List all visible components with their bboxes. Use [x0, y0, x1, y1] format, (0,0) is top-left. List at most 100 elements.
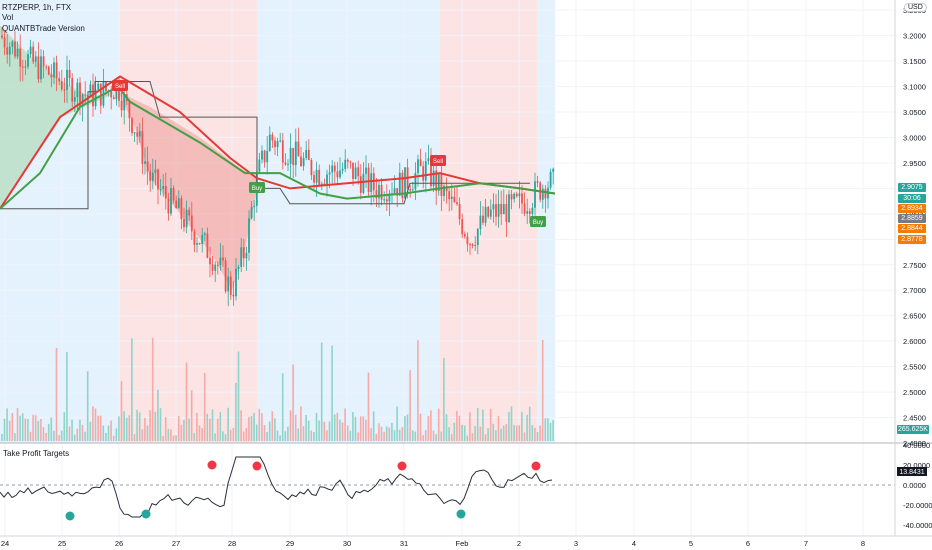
volume-bar	[443, 357, 445, 441]
candle-body	[281, 140, 284, 163]
volume-bar	[346, 425, 349, 441]
indicator-legend[interactable]: QUANTBTrade Version	[2, 24, 85, 33]
candle-body	[24, 66, 27, 68]
candle-body	[240, 247, 243, 267]
candle-body	[333, 165, 336, 172]
candle-body	[237, 266, 240, 269]
candle-body	[21, 66, 24, 68]
volume-legend[interactable]: Vol	[2, 13, 14, 22]
candle-body	[383, 199, 386, 201]
price-badge: 30:06	[898, 194, 926, 203]
candle-body	[328, 172, 331, 175]
candle-body	[344, 159, 347, 169]
volume-bar	[495, 430, 497, 441]
candle-body	[437, 173, 440, 191]
candle-body	[185, 209, 188, 228]
volume-bar	[131, 338, 133, 441]
volume-bar	[219, 411, 222, 441]
osc-sell-dot	[397, 461, 407, 471]
candle-body	[528, 211, 531, 214]
candle-body	[476, 229, 479, 246]
candle-body	[279, 140, 282, 142]
candle-body	[276, 141, 279, 148]
candle-body	[471, 244, 474, 246]
symbol-legend[interactable]: RTZPERP, 1h, FTX	[2, 3, 72, 12]
volume-bar	[175, 435, 177, 441]
volume-bar	[32, 414, 34, 441]
candle-body	[292, 147, 295, 166]
candle-body	[339, 170, 341, 178]
price-tick-label: 2.6000	[903, 337, 926, 346]
candle-body	[203, 233, 206, 235]
candle-body	[180, 198, 183, 220]
volume-bar	[378, 423, 380, 441]
volume-bar	[144, 417, 146, 441]
candle-body	[120, 100, 123, 111]
candle-body	[367, 167, 370, 193]
volume-bar	[258, 408, 261, 441]
volume-bar	[339, 419, 341, 441]
volume-bar	[528, 406, 531, 441]
volume-bar	[188, 418, 190, 441]
candle-body	[115, 83, 118, 100]
candle-body	[268, 134, 271, 151]
osc-tick-label: 20.0000	[903, 461, 930, 470]
volume-bar	[294, 414, 297, 441]
currency-button[interactable]: USD	[904, 3, 927, 12]
candle-body	[16, 48, 19, 57]
candle-body	[453, 196, 456, 203]
trailing-stop-line	[0, 81, 530, 210]
volume-bar	[34, 415, 37, 441]
volume-bar	[94, 408, 97, 441]
volume-bar	[209, 418, 211, 441]
candle-body	[430, 158, 432, 187]
candle-body	[375, 190, 378, 199]
volume-bar	[476, 407, 479, 441]
time-tick-label: 6	[746, 539, 750, 548]
candle-body	[188, 209, 191, 216]
price-tick-label: 2.6500	[903, 312, 926, 321]
candle-body	[523, 203, 526, 214]
volume-bar	[526, 414, 528, 441]
volume-bar	[505, 424, 508, 441]
volume-bar	[479, 426, 482, 441]
volume-bar	[45, 433, 47, 441]
candle-body	[71, 78, 74, 102]
candle-body	[419, 159, 422, 167]
time-tick-label: Feb	[456, 539, 469, 548]
volume-bar	[323, 421, 326, 441]
candle-body	[266, 150, 269, 163]
candle-body	[131, 118, 133, 133]
volume-bar	[385, 426, 388, 441]
volume-bar	[203, 372, 206, 441]
candle-body	[209, 257, 211, 265]
volume-bar	[167, 428, 170, 441]
volume-bar	[474, 426, 476, 441]
time-axis: 24 25 26 27 28 29 30 31 Feb 2 3 4 5 6 7 8	[1, 539, 865, 548]
volume-bar	[297, 428, 300, 441]
volume-bar	[274, 418, 276, 441]
volume-bar	[315, 412, 318, 441]
volume-bar	[357, 432, 359, 441]
candle-body	[466, 236, 469, 245]
volume-bar	[515, 425, 518, 441]
volume-bar	[536, 432, 539, 441]
volume-bar	[318, 420, 320, 441]
volume-bar	[157, 389, 159, 441]
volume-bar	[81, 424, 84, 441]
volume-bar	[1, 433, 3, 441]
candle-body	[380, 184, 383, 200]
volume-bar	[375, 434, 378, 441]
candle-body	[66, 69, 68, 90]
osc-value-text: 13.8431	[899, 469, 924, 476]
candle-body	[362, 173, 365, 193]
volume-bar	[287, 426, 289, 441]
volume-bar	[544, 418, 547, 441]
candle-body	[162, 186, 165, 189]
candle-body	[198, 243, 201, 245]
volume-bar	[125, 417, 128, 441]
price-tick-label: 2.7500	[903, 261, 926, 270]
volume-bar	[240, 410, 242, 441]
candle-body	[157, 169, 159, 190]
